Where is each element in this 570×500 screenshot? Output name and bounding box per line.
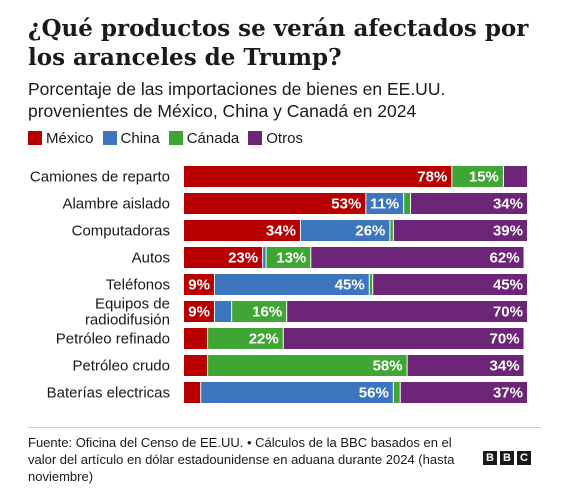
- legend-label-canada: Cánada: [186, 129, 240, 147]
- data-label: 56%: [359, 385, 389, 402]
- bbc-logo: B B C: [483, 451, 531, 465]
- data-label: 78%: [417, 169, 447, 186]
- data-label: 13%: [276, 250, 306, 267]
- bar-segment: [184, 382, 201, 403]
- bbc-logo-letter: B: [500, 451, 514, 465]
- category-label: Teléfonos: [106, 277, 170, 294]
- stacked-bar-chart: Camiones de reparto 78% 15% Alambre aislado…: [30, 166, 527, 403]
- bbc-logo-letter: B: [483, 451, 497, 465]
- bar-segment: [369, 274, 373, 295]
- bar-segment: [283, 328, 524, 349]
- legend-swatch-canada: [168, 131, 183, 145]
- data-label: 16%: [252, 304, 282, 321]
- bar-segment: [393, 382, 400, 403]
- category-label: Petróleo refinado: [56, 331, 170, 348]
- bar-segment: [390, 220, 393, 241]
- bar-segment: [208, 355, 407, 376]
- category-label: Equipos de radiodifusión: [85, 296, 170, 329]
- footer-divider: [28, 427, 541, 428]
- data-label: 9%: [188, 277, 210, 294]
- data-label: 53%: [331, 196, 361, 213]
- bar-segment: [393, 220, 527, 241]
- bar-segment: [184, 166, 452, 187]
- data-label: 34%: [493, 196, 523, 213]
- category-label: Petróleo crudo: [72, 358, 170, 375]
- bar-segment: [411, 193, 527, 214]
- bar-segment: [232, 301, 287, 322]
- bar-segment: [184, 193, 366, 214]
- bar-segment: [503, 166, 527, 187]
- category-label: Autos: [132, 250, 170, 267]
- data-label: 62%: [490, 250, 520, 267]
- data-label: 39%: [493, 223, 523, 240]
- data-label: 26%: [355, 223, 385, 240]
- bbc-logo-letter: C: [517, 451, 531, 465]
- legend-swatch-otros: [248, 131, 263, 145]
- data-label: 23%: [228, 250, 258, 267]
- bar-segment: [214, 301, 232, 322]
- data-label: 70%: [493, 304, 523, 321]
- legend-swatch-mexico: [28, 131, 42, 145]
- bar-segment: [184, 301, 214, 322]
- legend-item-china: China: [102, 129, 160, 147]
- data-label: 37%: [493, 385, 523, 402]
- source-note: Fuente: Oficina del Censo de EE.UU. • Cá…: [28, 435, 455, 484]
- data-label: 58%: [373, 358, 403, 375]
- bar-segment: [311, 247, 524, 268]
- category-label: Camiones de reparto: [30, 169, 170, 186]
- data-label: 9%: [188, 304, 210, 321]
- legend-swatch-china: [102, 131, 117, 145]
- legend-label-otros: Otros: [266, 129, 303, 147]
- bar-segment: [184, 328, 208, 349]
- bar-segment: [407, 355, 524, 376]
- data-label: 22%: [249, 331, 279, 348]
- category-label: Alambre aislado: [62, 196, 170, 213]
- bar-segment: [404, 193, 411, 214]
- data-label: 15%: [469, 169, 499, 186]
- chart-subtitle: Porcentaje de las importaciones de biene…: [28, 79, 446, 121]
- bar-segment: [184, 220, 300, 241]
- bar-segment: [452, 166, 503, 187]
- category-label: Computadoras: [72, 223, 170, 240]
- data-label: 70%: [490, 331, 520, 348]
- legend-label-mexico: México: [46, 129, 94, 147]
- legend-item-mexico: México: [28, 130, 94, 147]
- category-label: Baterías electricas: [47, 385, 170, 402]
- data-label: 45%: [335, 277, 365, 294]
- bar-segment: [214, 274, 369, 295]
- legend-item-otros: Otros: [248, 130, 303, 147]
- legend-item-canada: Cánada: [168, 129, 240, 147]
- bar-segment: [287, 301, 527, 322]
- bar-segment: [208, 328, 283, 349]
- bar-segment: [184, 274, 214, 295]
- bar-segment: [184, 355, 208, 376]
- bar-segment: [373, 274, 527, 295]
- bar-segment: [266, 247, 311, 268]
- bar-segment: [400, 382, 527, 403]
- legend-label-china: China: [120, 129, 160, 147]
- data-label: 11%: [370, 196, 399, 213]
- data-label: 34%: [266, 223, 296, 240]
- legend: México China Cánada Otros: [28, 129, 312, 147]
- data-label: 34%: [490, 358, 520, 375]
- bar-segment: [263, 247, 266, 268]
- data-label: 45%: [493, 277, 523, 294]
- bar-segment: [184, 247, 263, 268]
- bar-segment: [366, 193, 404, 214]
- bar-segment: [300, 220, 390, 241]
- chart-title: ¿Qué productos se verán afectados por lo…: [28, 15, 529, 71]
- bar-segment: [201, 382, 393, 403]
